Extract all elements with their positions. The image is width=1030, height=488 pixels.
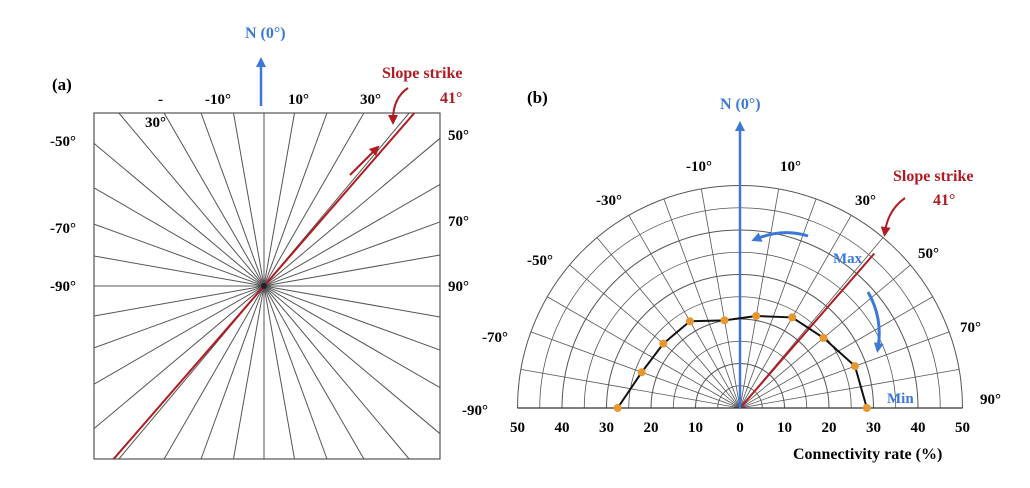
panel-b-data-point [819,333,828,342]
panel-b-data-point [720,316,729,325]
panel-b-grid-spoke [530,331,741,409]
panel-a-slope-label-line2: 41° [440,90,462,107]
panel-b-radial-tick-label: 10 [777,420,792,436]
panel-b-max-arrow [751,231,809,242]
panel-b-radial-tick-label: 30 [866,420,881,436]
panel-a-left-label: -90° [50,279,76,295]
panel-b-grid-spoke [739,331,950,409]
panel-b-angle-label: -30° [596,193,622,209]
panel-a-right-label: 70° [448,214,469,230]
panel-a-north-label: N (0°) [245,25,286,42]
panel-b-label: (b) [527,88,548,107]
panel-b-radial-tick-label: 20 [822,420,837,436]
panel-a-ray [93,142,441,435]
panel-b-radial-tick-label: 40 [911,420,926,436]
panel-b: (b) N (0°) Slope strike 41° Max Min -90°… [462,88,1001,463]
panel-a-right-label: 50° [448,128,469,144]
panel-b-radial-tick-label: 50 [510,420,525,436]
panel-a-ray [93,221,441,349]
panel-a: (a) N (0°) Slope strike 41° - 30° -10° 1… [50,25,469,460]
panel-b-angle-label: 70° [960,320,981,336]
panel-a-slope-direction-arrow [349,145,380,176]
panel-a-center-point [261,283,267,289]
panel-b-x-axis-label: Connectivity rate (%) [793,446,942,463]
panel-b-angle-label: -70° [482,330,508,346]
panel-b-slope-label-line2: 41° [933,192,955,209]
panel-b-grid-spoke [663,198,741,409]
panel-b-angle-label: -10° [686,159,712,175]
panel-b-radial-tick-label: 20 [644,420,659,436]
panel-b-radial-tick-label: 0 [736,420,744,436]
panel-a-top-label: 30° [360,92,381,108]
panel-a-left-label: -50° [50,134,76,150]
panel-b-data-point [613,404,622,412]
panel-b-radial-ticks: 50 40 30 20 10 0 10 20 30 40 50 [510,420,970,436]
panel-b-data-point [788,313,797,322]
panel-b-grid-spoke [739,296,933,409]
panel-b-data-points [613,311,871,412]
panel-b-grid-spoke [739,215,852,409]
panel-b-grid-spoke [569,264,741,409]
panel-b-data-point [659,339,668,348]
panel-b-radial-tick-label: 30 [599,420,614,436]
panel-a-ray [93,187,441,389]
panel-b-angle-label: 50° [918,246,939,262]
panel-b-data-point [637,368,646,377]
panel-b-grid-spoke [596,237,741,409]
panel-b-slope-label-line1: Slope strike [893,168,973,185]
panel-b-data-point [752,311,761,320]
panel-a-ray [93,255,441,318]
panel-b-grid-spoke [700,188,741,409]
panel-b-data-curve [616,314,868,409]
panel-a-slope-label-line1: Slope strike [382,65,462,82]
panel-b-min-label: Min [887,391,914,407]
panel-b-radial-tick-label: 10 [688,420,703,436]
panel-b-grid-spoke [628,215,741,409]
panel-b-angle-label: 10° [780,159,801,175]
panel-b-radial-tick-label: 40 [555,420,570,436]
panel-b-grid-spoke [739,368,960,409]
panel-a-top-label: 30° [145,115,166,131]
panel-b-grid-spoke [739,188,780,409]
panel-a-right-label: 90° [448,279,469,295]
panel-b-north-label: N (0°) [720,96,761,113]
panel-b-data-point [862,404,871,412]
panel-a-left-label: -70° [50,221,76,237]
panel-b-data-point [685,317,694,326]
panel-b-angle-label: 30° [855,193,876,209]
panel-b-data-point [850,362,859,371]
panel-b-slope-strike-line [739,252,876,409]
panel-a-slope-pointer-arrow [388,87,409,125]
panel-a-ray [93,183,441,385]
panel-b-slope-pointer-arrow [880,197,906,237]
panel-a-ray [93,254,441,317]
panel-b-min-arrow [866,291,884,353]
panel-b-max-label: Max [833,251,863,267]
panel-b-angle-label: 90° [980,392,1001,408]
panel-a-label: (a) [52,75,72,94]
panel-b-angle-label: -90° [462,403,488,419]
panel-b-grid-spoke [547,296,741,409]
panel-a-top-label: - [158,92,163,108]
panel-a-top-label: -10° [205,92,231,108]
panel-b-angle-label: -50° [527,253,553,269]
panel-b-radial-tick-label: 50 [955,420,970,436]
panel-a-top-label: 10° [288,92,309,108]
panel-a-ray [93,223,441,351]
